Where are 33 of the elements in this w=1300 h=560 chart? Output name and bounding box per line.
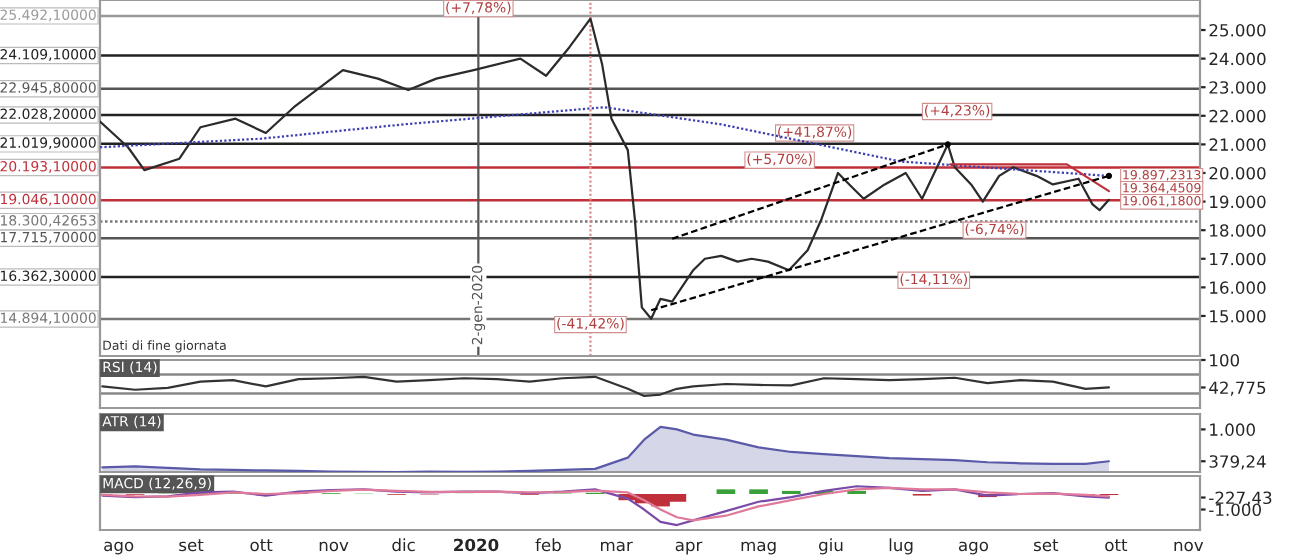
y-tick-label: 23.000 [1209,81,1266,94]
x-tick-label: lug [889,538,913,555]
x-tick-label: 2020 [454,538,499,552]
y-tick-label: 24.000 [1209,52,1266,66]
x-tick-label: giu [819,538,843,555]
y-tick-label: 18.000 [1210,224,1266,237]
y-tick-label: 379,24 [1209,455,1266,470]
y-tick-label: 19.000 [1210,195,1266,209]
x-tick-label: ago [104,541,134,555]
x-tick-label: ott [250,539,273,552]
y-tick-label: 16.000 [1210,281,1266,294]
y-tick-label: 21.000 [1209,138,1266,151]
y-tick-label: 15.000 [1210,309,1266,323]
y-tick-label: -227,43 [1209,491,1272,506]
x-tick-label: dic [392,538,415,552]
x-tick-label: set [179,539,204,552]
x-tick-label: nov [1174,541,1204,552]
y-tick-label: 17.000 [1210,252,1266,266]
x-tick-label: ott [1105,539,1128,552]
x-tick-label: nov [319,541,349,552]
x-tick-label: feb [535,538,561,552]
y-tick-label: 42,775 [1209,381,1266,396]
y-tick-label: -1.000 [1209,503,1261,517]
y-tick-label: 20.000 [1209,166,1266,180]
y-tick-label: 100 [1210,353,1240,367]
y-tick-label: 1.000 [1210,423,1255,436]
y-tick-label: 25.000 [1209,23,1266,37]
x-tick-label: set [1034,539,1059,552]
x-tick-label: ago [958,541,989,555]
y-tick-label: 22.000 [1209,109,1266,123]
x-tick-label: apr [675,541,703,555]
x-tick-label: mar [601,541,633,552]
x-tick-label: mag [741,541,776,555]
